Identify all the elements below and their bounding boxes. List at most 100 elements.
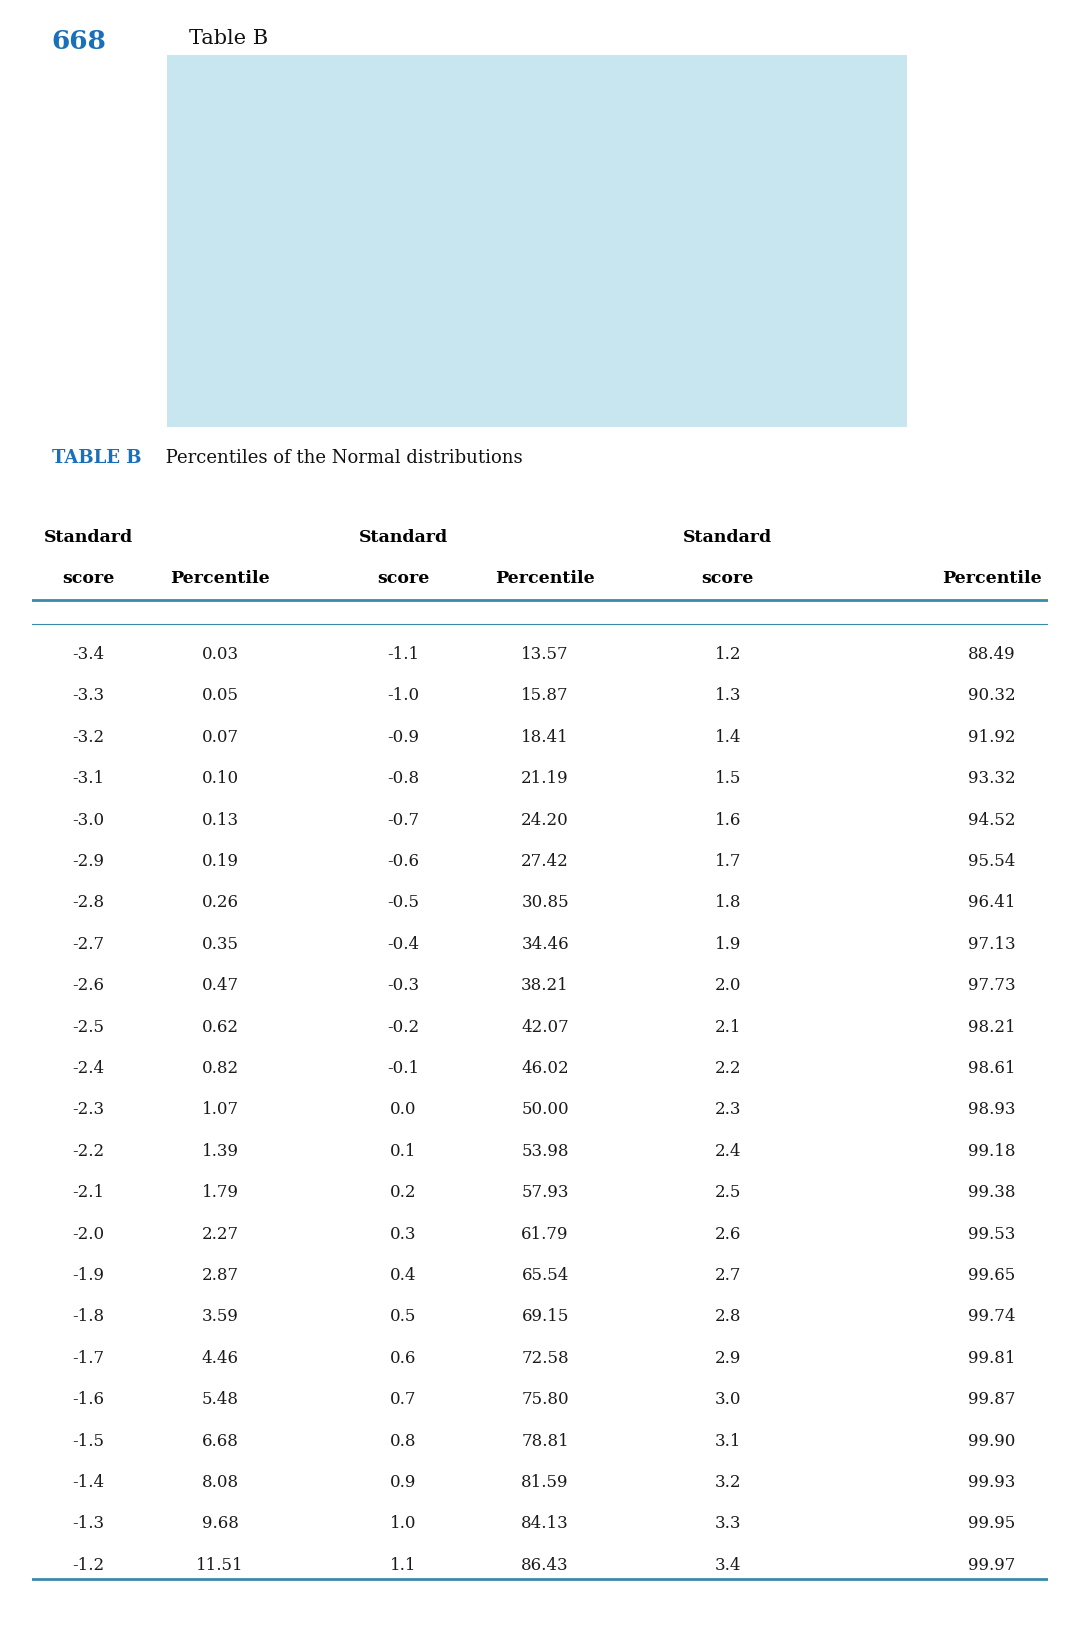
Text: 34.46: 34.46 [522,935,569,951]
Text: 1.3: 1.3 [715,687,741,703]
Text: Percentile: Percentile [171,570,270,586]
Text: 0.82: 0.82 [202,1059,239,1077]
Text: 0.5: 0.5 [390,1307,416,1325]
Text: 18.41: 18.41 [522,728,569,746]
Text: 13.57: 13.57 [522,646,569,663]
Text: -1.6: -1.6 [72,1390,105,1407]
Text: 99.81: 99.81 [968,1350,1015,1366]
Text: 99.38: 99.38 [968,1183,1015,1201]
Text: 78.81: 78.81 [522,1431,569,1449]
Text: 0.4: 0.4 [390,1266,416,1283]
Text: 3.0: 3.0 [715,1390,741,1407]
Text: 69.15: 69.15 [522,1307,569,1325]
Text: -0.4: -0.4 [387,935,419,951]
Text: 50.00: 50.00 [522,1100,569,1118]
Text: 2.3: 2.3 [715,1100,741,1118]
Text: 38.21: 38.21 [522,976,569,994]
Text: 668: 668 [52,29,107,54]
Text: 1.2: 1.2 [715,646,741,663]
Text: 0.8: 0.8 [390,1431,416,1449]
Text: score: score [377,570,429,586]
Text: 24.20: 24.20 [522,811,569,827]
Text: 0.10: 0.10 [202,770,239,787]
Text: -0.2: -0.2 [387,1018,419,1035]
Text: 0.35: 0.35 [202,935,239,951]
Text: 0.47: 0.47 [202,976,239,994]
Text: -2.5: -2.5 [72,1018,105,1035]
Text: -2.4: -2.4 [72,1059,105,1077]
Text: -0.7: -0.7 [387,811,419,827]
Text: -0.8: -0.8 [387,770,419,787]
Text: Table B: Table B [189,29,268,49]
Text: 11.51: 11.51 [197,1555,244,1573]
Text: -2.2: -2.2 [72,1142,105,1159]
Text: 42.07: 42.07 [522,1018,569,1035]
Text: 95.54: 95.54 [968,852,1015,870]
Text: 1.07: 1.07 [202,1100,239,1118]
Text: score: score [62,570,114,586]
Text: 8.08: 8.08 [202,1474,239,1490]
Text: 1.9: 1.9 [715,935,741,951]
Text: 98.21: 98.21 [968,1018,1015,1035]
Text: -3.1: -3.1 [72,770,105,787]
Text: 86.43: 86.43 [522,1555,569,1573]
Text: Area represents
percentile: Area represents percentile [559,158,809,207]
Text: -1.0: -1.0 [387,687,419,703]
Text: 30.85: 30.85 [522,894,569,911]
Text: 0.07: 0.07 [202,728,239,746]
Text: Standard: Standard [684,529,772,545]
Text: 0.7: 0.7 [390,1390,416,1407]
Text: -1.1: -1.1 [387,646,419,663]
Text: 3.2: 3.2 [715,1474,741,1490]
Text: -3.0: -3.0 [72,811,105,827]
Text: 99.18: 99.18 [968,1142,1015,1159]
Text: 1.7: 1.7 [715,852,741,870]
Text: 1.4: 1.4 [715,728,741,746]
Text: 97.73: 97.73 [968,976,1015,994]
Text: 0.13: 0.13 [202,811,239,827]
Text: 2.8: 2.8 [715,1307,741,1325]
Text: -3.3: -3.3 [72,687,105,703]
Text: 1.8: 1.8 [715,894,741,911]
Text: 0.03: 0.03 [202,646,239,663]
Text: 98.61: 98.61 [968,1059,1015,1077]
Text: 0.05: 0.05 [202,687,239,703]
Text: 3.1: 3.1 [715,1431,741,1449]
Text: 0.3: 0.3 [390,1226,416,1242]
Text: 99.87: 99.87 [968,1390,1015,1407]
Text: 6.68: 6.68 [202,1431,239,1449]
Text: 90.32: 90.32 [968,687,1015,703]
Text: 1.6: 1.6 [715,811,741,827]
Text: -1.8: -1.8 [72,1307,105,1325]
Text: 0.19: 0.19 [202,852,239,870]
Text: 99.53: 99.53 [968,1226,1015,1242]
Text: 2.6: 2.6 [715,1226,741,1242]
Text: -1.5: -1.5 [72,1431,105,1449]
Text: 0.0: 0.0 [390,1100,416,1118]
Text: -2.3: -2.3 [72,1100,105,1118]
Text: 4.46: 4.46 [202,1350,239,1366]
Text: -3.4: -3.4 [72,646,105,663]
Text: -1.3: -1.3 [72,1514,105,1531]
Text: Percentiles of the Normal distributions: Percentiles of the Normal distributions [160,449,523,467]
Text: 81.59: 81.59 [522,1474,569,1490]
Text: 2.5: 2.5 [715,1183,741,1201]
Text: 57.93: 57.93 [522,1183,569,1201]
Text: 0.6: 0.6 [390,1350,416,1366]
Text: -0.6: -0.6 [387,852,419,870]
Text: 2.2: 2.2 [715,1059,741,1077]
Text: 99.65: 99.65 [968,1266,1015,1283]
Text: 2.27: 2.27 [202,1226,239,1242]
Text: Standard
score: Standard score [639,287,787,349]
Text: -2.7: -2.7 [72,935,105,951]
Text: -3.2: -3.2 [72,728,105,746]
Text: 21.19: 21.19 [522,770,569,787]
Text: 1.5: 1.5 [715,770,741,787]
Text: Percentile: Percentile [496,570,595,586]
Text: 3.3: 3.3 [715,1514,741,1531]
Text: 97.13: 97.13 [968,935,1015,951]
Text: 3.59: 3.59 [202,1307,239,1325]
Text: -2.0: -2.0 [72,1226,105,1242]
Text: 84.13: 84.13 [522,1514,569,1531]
Text: Percentile: Percentile [942,570,1041,586]
